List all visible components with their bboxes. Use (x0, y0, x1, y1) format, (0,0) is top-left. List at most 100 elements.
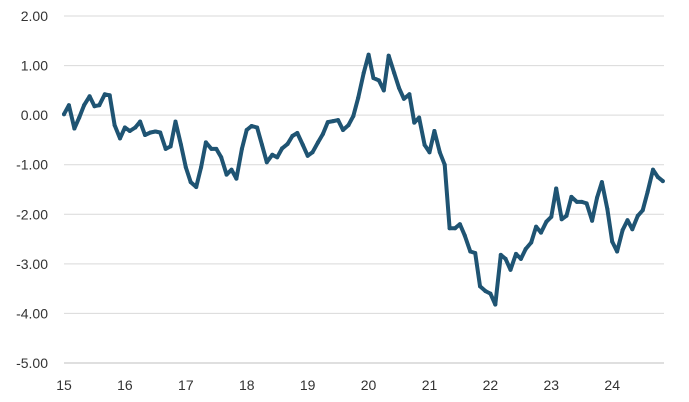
data-point (77, 115, 82, 120)
y-tick-label: -3.00 (16, 256, 48, 272)
data-point (457, 222, 462, 227)
series-points (62, 52, 665, 307)
data-point (153, 129, 158, 134)
data-point (630, 227, 635, 232)
data-point (462, 233, 467, 238)
data-point (412, 120, 417, 125)
data-point (453, 226, 458, 231)
data-point (325, 120, 330, 125)
data-point (579, 199, 584, 204)
data-point (376, 78, 381, 83)
x-tick-label: 20 (361, 377, 377, 393)
data-point (427, 150, 432, 155)
data-point (209, 146, 214, 151)
data-point (290, 134, 295, 138)
data-point (133, 125, 138, 130)
data-point (341, 128, 345, 132)
y-tick-label: -5.00 (16, 355, 48, 371)
data-point (478, 284, 482, 289)
x-tick-label: 17 (178, 377, 194, 393)
data-point (569, 194, 574, 199)
data-point (645, 190, 650, 194)
data-point (508, 267, 513, 272)
y-gridlines (64, 15, 664, 314)
y-tick-label: 0.00 (21, 107, 48, 123)
data-point (407, 92, 412, 97)
data-point (595, 195, 599, 200)
data-point (651, 167, 655, 172)
data-point (102, 92, 107, 97)
x-tick-label: 23 (544, 377, 560, 393)
data-point (493, 302, 498, 307)
data-point (260, 142, 264, 147)
data-point (620, 228, 625, 233)
data-point (82, 103, 87, 108)
y-tick-label: -1.00 (16, 157, 48, 173)
data-point (442, 162, 447, 167)
data-point (640, 208, 645, 213)
data-point (518, 256, 523, 261)
data-point (584, 201, 589, 206)
data-point (392, 71, 397, 75)
data-point (127, 129, 132, 133)
data-point (529, 240, 534, 245)
data-point (179, 142, 183, 147)
data-point (203, 140, 208, 145)
data-point (122, 125, 127, 130)
data-point (107, 93, 112, 98)
data-point (610, 239, 615, 244)
data-point (224, 172, 229, 177)
x-tick-label: 24 (604, 377, 620, 393)
data-point (422, 142, 427, 147)
x-tick-label: 21 (422, 377, 438, 393)
data-point (138, 119, 143, 124)
data-point (300, 142, 305, 147)
data-point (488, 291, 493, 296)
data-point (264, 160, 269, 165)
data-point (234, 176, 239, 181)
data-point (148, 130, 153, 135)
data-point (239, 146, 244, 151)
data-point (351, 114, 356, 119)
data-point (635, 213, 640, 218)
x-tick-label: 18 (239, 377, 255, 393)
data-point (320, 132, 325, 136)
data-point (356, 95, 361, 100)
data-point (523, 247, 528, 251)
data-point (432, 129, 437, 133)
data-point (371, 76, 376, 80)
data-point (331, 119, 336, 124)
data-point (468, 249, 473, 254)
data-point (559, 217, 564, 222)
x-tick-label: 16 (117, 377, 133, 393)
data-point (168, 144, 173, 149)
data-point (417, 115, 422, 120)
data-point (72, 126, 77, 131)
data-point (92, 104, 97, 109)
data-point (270, 152, 275, 157)
data-point (503, 256, 508, 261)
data-point (554, 186, 559, 191)
data-point (574, 199, 579, 204)
data-point (143, 133, 147, 137)
data-point (336, 118, 341, 123)
data-point (366, 52, 371, 57)
series-line (62, 52, 665, 307)
data-point (590, 218, 595, 223)
y-tick-labels: 2.00 1.00 0.00 -1.00 -2.00 -3.00 -4.00 -5.00 (16, 8, 48, 371)
data-point (199, 165, 204, 170)
data-point (386, 53, 391, 58)
data-point (625, 218, 630, 223)
data-point (295, 131, 300, 135)
data-point (229, 167, 234, 172)
data-point (437, 150, 442, 155)
data-point (219, 155, 224, 160)
data-point (473, 251, 478, 255)
x-tick-label: 15 (56, 377, 72, 393)
y-tick-label: -2.00 (16, 206, 48, 222)
data-point (183, 165, 188, 170)
y-tick-label: 2.00 (21, 8, 48, 24)
data-point (544, 219, 549, 224)
data-point (188, 180, 193, 185)
data-point (534, 224, 539, 229)
